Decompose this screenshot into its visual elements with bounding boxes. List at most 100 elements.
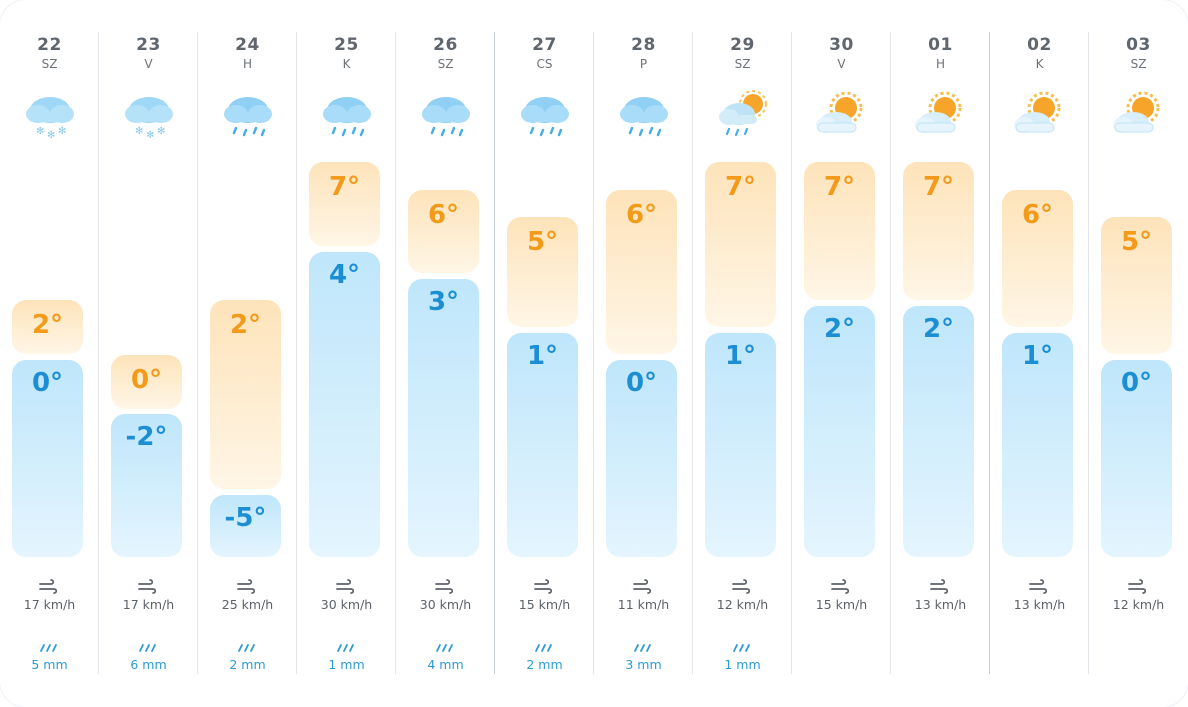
high-temp-bar: 7° — [804, 162, 875, 300]
day-date: 01 — [928, 35, 953, 55]
high-temp-bar: 6° — [408, 189, 479, 273]
rain-cloud-icon — [218, 90, 278, 142]
day-column[interactable]: 02 K 6° 1° — [990, 0, 1089, 707]
day-of-week: K — [1035, 57, 1044, 71]
day-column[interactable]: 26 SZ 6° 3° — [396, 0, 495, 707]
day-of-week: V — [837, 57, 846, 71]
precipitation-amount: 3 mm — [625, 657, 662, 672]
high-temp-label: 6° — [427, 199, 460, 230]
snow-cloud-icon: ✻ ✻ ✻ — [20, 90, 80, 142]
column-divider — [494, 32, 495, 674]
high-temp-bar: 2° — [12, 300, 83, 354]
high-temp-bar: 0° — [111, 355, 182, 410]
low-temp-label: 2° — [922, 314, 955, 344]
day-date: 27 — [532, 35, 557, 55]
rain-icon — [235, 638, 257, 652]
low-temp-bar: 0° — [12, 360, 83, 557]
high-temp-label: 5° — [526, 227, 559, 258]
low-temp-bar: 2° — [903, 306, 974, 557]
day-column[interactable]: 29 SZ 7° 1° — [693, 0, 792, 707]
wind-speed: 15 km/h — [815, 597, 868, 612]
high-temp-bar: 7° — [903, 162, 974, 300]
wind-icon — [433, 578, 455, 594]
day-column[interactable]: 28 P 6° 0° — [594, 0, 693, 707]
day-of-week: SZ — [1130, 57, 1147, 71]
column-divider — [1088, 32, 1089, 674]
rain-cloud-icon — [614, 90, 674, 142]
column-divider — [989, 32, 990, 674]
day-column[interactable]: 23 V ✻ ✻ ✻ 0° -2° — [99, 0, 198, 707]
wind-speed: 12 km/h — [1112, 597, 1165, 612]
wind-icon — [334, 578, 356, 594]
high-temp-label: 2° — [31, 310, 64, 340]
low-temp-bar: -5° — [210, 495, 281, 557]
rain-icon — [433, 638, 455, 652]
precipitation-amount: 6 mm — [130, 657, 167, 672]
day-date: 24 — [235, 35, 260, 55]
day-date: 25 — [334, 35, 359, 55]
wind-speed: 13 km/h — [1013, 597, 1066, 612]
partly-sunny-icon — [1109, 90, 1169, 142]
day-of-week: CS — [536, 57, 553, 71]
svg-text:✻: ✻ — [47, 130, 55, 141]
low-temp-label: 3° — [427, 287, 460, 317]
column-divider — [791, 32, 792, 674]
rain-icon — [334, 638, 356, 652]
high-temp-label: 0° — [130, 365, 163, 396]
low-temp-bar: -2° — [111, 414, 182, 557]
day-of-week: V — [144, 57, 153, 71]
rain-icon — [631, 638, 653, 652]
wind-icon — [631, 578, 653, 594]
day-of-week: SZ — [41, 57, 58, 71]
precipitation-amount: 2 mm — [229, 657, 266, 672]
sun-rain-cloud-icon — [713, 90, 773, 142]
wind-icon — [928, 578, 950, 594]
wind-icon — [1027, 578, 1049, 594]
svg-text:✻: ✻ — [135, 126, 143, 137]
wind-speed: 12 km/h — [716, 597, 769, 612]
day-of-week: SZ — [734, 57, 751, 71]
low-temp-bar: 1° — [1002, 333, 1073, 557]
high-temp-bar: 2° — [210, 300, 281, 489]
wind-speed: 30 km/h — [419, 597, 472, 612]
day-column[interactable]: 25 K 7° 4° — [297, 0, 396, 707]
low-temp-label: 4° — [328, 260, 361, 290]
column-divider — [593, 32, 594, 674]
day-column[interactable]: 22 SZ ✻ ✻ ✻ 2° 0° — [0, 0, 99, 707]
low-temp-label: 0° — [625, 368, 658, 398]
day-column[interactable]: 30 V 7° 2° — [792, 0, 891, 707]
rain-icon — [532, 638, 554, 652]
wind-speed: 17 km/h — [23, 597, 76, 612]
snow-cloud-icon: ✻ ✻ ✻ — [119, 90, 179, 142]
svg-text:✻: ✻ — [58, 126, 66, 137]
high-temp-bar: 7° — [705, 162, 776, 327]
column-divider — [890, 32, 891, 674]
high-temp-label: 7° — [823, 172, 856, 202]
rain-cloud-icon — [317, 90, 377, 142]
day-column[interactable]: 27 CS 5° 1° — [495, 0, 594, 707]
partly-sunny-icon — [812, 90, 872, 142]
high-temp-label: 7° — [328, 172, 361, 202]
wind-icon — [730, 578, 752, 594]
column-divider — [296, 32, 297, 674]
low-temp-label: 0° — [1120, 368, 1153, 398]
day-of-week: K — [342, 57, 351, 71]
low-temp-bar: 1° — [507, 333, 578, 557]
day-date: 02 — [1027, 35, 1052, 55]
high-temp-label: 5° — [1120, 227, 1153, 258]
column-divider — [98, 32, 99, 674]
low-temp-bar: 3° — [408, 279, 479, 557]
high-temp-bar: 6° — [606, 189, 677, 354]
partly-sunny-icon — [1010, 90, 1070, 142]
high-temp-bar: 5° — [507, 217, 578, 327]
high-temp-label: 7° — [724, 172, 757, 202]
wind-speed: 11 km/h — [617, 597, 670, 612]
day-date: 03 — [1126, 35, 1151, 55]
low-temp-label: 1° — [1021, 341, 1054, 371]
day-column[interactable]: 03 SZ 5° 0° — [1089, 0, 1188, 707]
day-column[interactable]: 01 H 7° 2° — [891, 0, 990, 707]
day-column[interactable]: 24 H 2° -5° — [198, 0, 297, 707]
day-of-week: SZ — [437, 57, 454, 71]
rain-cloud-icon — [416, 90, 476, 142]
